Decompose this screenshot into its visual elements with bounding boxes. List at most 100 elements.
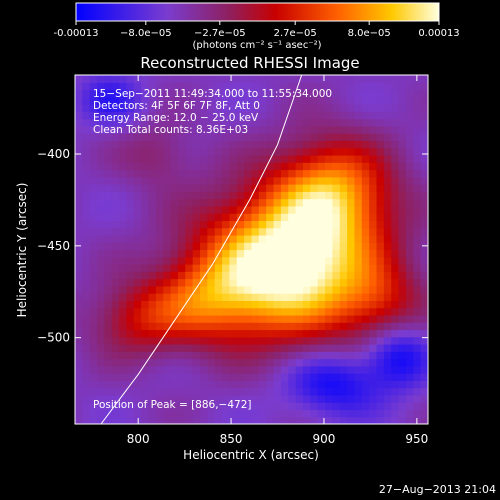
heatmap-cell <box>185 336 194 345</box>
heatmap-cell <box>420 264 428 272</box>
heatmap-cell <box>111 358 120 367</box>
heatmap-cell <box>354 307 363 316</box>
heatmap-cell <box>302 322 311 331</box>
heatmap-cell <box>280 402 289 411</box>
heatmap-cell <box>361 322 370 331</box>
heatmap-cell <box>413 169 422 178</box>
heatmap-cell <box>413 242 422 251</box>
heatmap-cell <box>266 380 275 389</box>
heatmap-cell <box>251 176 260 185</box>
heatmap-cell <box>170 140 179 149</box>
heatmap-cell <box>229 205 238 214</box>
heatmap-cell <box>273 125 282 134</box>
heatmap-cell <box>332 198 341 207</box>
heatmap-cell <box>383 227 392 236</box>
heatmap-cell <box>295 234 304 243</box>
heatmap-cell <box>222 96 231 105</box>
heatmap-cell <box>317 147 326 156</box>
heatmap-cell <box>75 227 83 236</box>
heatmap-cell <box>361 293 370 301</box>
heatmap-cell <box>222 75 231 83</box>
heatmap-cell <box>405 300 414 309</box>
heatmap-cell <box>148 409 157 418</box>
heatmap-cell <box>332 104 341 112</box>
heatmap-cell <box>347 227 356 236</box>
heatmap-cell <box>288 322 297 331</box>
heatmap-cell <box>347 104 356 112</box>
heatmap-cell <box>170 409 179 418</box>
heatmap-cell <box>405 373 414 381</box>
heatmap-cell <box>207 329 216 338</box>
heatmap-cell <box>119 125 128 134</box>
heatmap-cell <box>339 336 348 345</box>
heatmap-cell <box>155 75 164 83</box>
heatmap-cell <box>420 96 428 105</box>
heatmap-cell <box>119 365 128 374</box>
heatmap-cell <box>148 380 157 389</box>
heatmap-cell <box>148 293 157 301</box>
heatmap-cell <box>82 147 91 156</box>
heatmap-cell <box>82 373 91 381</box>
heatmap-cell <box>266 205 275 214</box>
heatmap-cell <box>82 118 91 127</box>
heatmap-cell <box>398 278 407 287</box>
heatmap-cell <box>258 147 267 156</box>
heatmap-cell <box>207 358 216 367</box>
heatmap-cell <box>229 387 238 396</box>
heatmap-cell <box>332 322 341 331</box>
heatmap-cell <box>244 213 253 222</box>
heatmap-cell <box>251 256 260 265</box>
heatmap-cell <box>258 322 267 331</box>
heatmap-cell <box>398 264 407 272</box>
heatmap-cell <box>119 147 128 156</box>
heatmap-cell <box>177 256 186 265</box>
heatmap-cell <box>266 227 275 236</box>
heatmap-cell <box>369 278 378 287</box>
heatmap-cell <box>222 111 231 120</box>
heatmap-cell <box>288 314 297 323</box>
heatmap-cell <box>405 329 414 338</box>
heatmap-cell <box>75 125 83 134</box>
heatmap-cell <box>133 96 142 105</box>
heatmap-cell <box>104 264 113 272</box>
heatmap-cell <box>405 104 414 112</box>
heatmap-cell <box>310 75 319 83</box>
heatmap-cell <box>405 416 414 424</box>
heatmap-cell <box>133 256 142 265</box>
heatmap-cell <box>266 307 275 316</box>
heatmap-cell <box>244 227 253 236</box>
heatmap-cell <box>369 82 378 91</box>
heatmap-cell <box>126 358 135 367</box>
heatmap-cell <box>273 89 282 98</box>
heatmap-cell <box>229 351 238 360</box>
heatmap-cell <box>89 133 98 142</box>
heatmap-cell <box>339 293 348 301</box>
heatmap-cell <box>420 249 428 258</box>
heatmap-cell <box>266 198 275 207</box>
heatmap-cell <box>141 242 150 251</box>
heatmap-cell <box>383 409 392 418</box>
heatmap-cell <box>244 387 253 396</box>
heatmap-cell <box>170 198 179 207</box>
heatmap-cell <box>398 205 407 214</box>
heatmap-cell <box>229 133 238 142</box>
heatmap-cell <box>273 154 282 163</box>
heatmap-cell <box>258 336 267 345</box>
heatmap-cell <box>97 351 106 360</box>
heatmap-cell <box>163 380 172 389</box>
heatmap-cell <box>163 89 172 98</box>
heatmap-cell <box>214 234 223 243</box>
heatmap-cell <box>383 111 392 120</box>
heatmap-cell <box>244 89 253 98</box>
heatmap-cell <box>75 402 83 411</box>
heatmap-cell <box>89 191 98 200</box>
heatmap-cell <box>258 300 267 309</box>
heatmap-cell <box>244 373 253 381</box>
heatmap-cell <box>148 96 157 105</box>
heatmap-cell <box>89 300 98 309</box>
heatmap-cell <box>361 300 370 309</box>
heatmap-cell <box>192 322 201 331</box>
heatmap-cell <box>148 234 157 243</box>
heatmap-cell <box>214 358 223 367</box>
heatmap-cell <box>236 162 245 171</box>
